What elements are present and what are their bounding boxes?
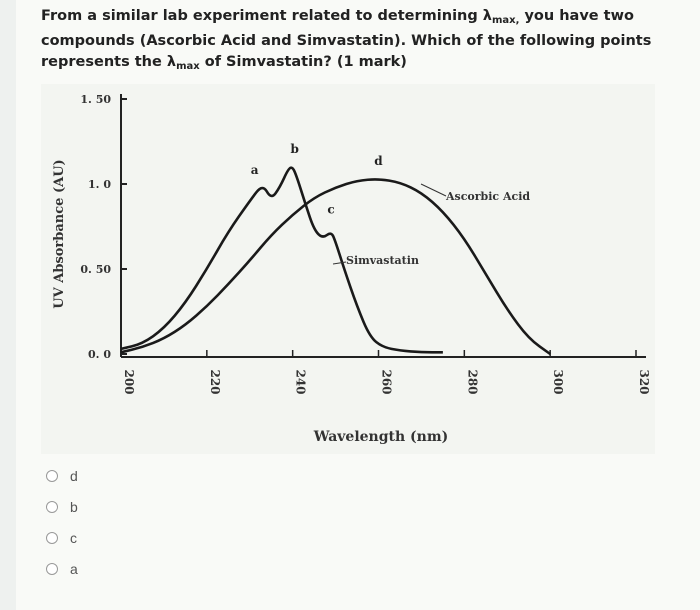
ascorbic-acid-line [120, 178, 552, 356]
radio-button-icon[interactable] [46, 531, 58, 544]
x-tick-label: 200 [122, 369, 136, 394]
option-b[interactable]: b [41, 491, 241, 522]
y-tick-label: 1. 50 [80, 93, 111, 106]
radio-button-icon[interactable] [46, 562, 58, 575]
question-text-part3: of Simvastatin? (1 mark) [199, 54, 407, 70]
x-tick-label: 320 [637, 369, 651, 394]
y-axis-label: UV Absorbance (AU) [52, 159, 67, 308]
lambda-max-subscript-2: max [176, 61, 200, 72]
question-text: From a similar lab experiment related to… [41, 6, 681, 77]
uv-spectrum-figure: 0. 0 0. 50 1. 0 1. 50 200 220 240 260 280 300 320 W… [41, 84, 655, 454]
x-tick-label: 300 [551, 369, 565, 394]
option-label: d [70, 467, 78, 484]
question-text-part1: From a similar lab experiment related to… [41, 8, 492, 24]
radio-button-icon[interactable] [46, 469, 58, 482]
answer-options: d b c a [41, 460, 241, 584]
x-tick-label: 280 [465, 369, 479, 394]
option-label: c [70, 529, 77, 546]
radio-button-icon[interactable] [46, 500, 58, 513]
x-tick-label: 240 [294, 369, 308, 394]
option-label: b [70, 498, 78, 515]
simvastatin-annotation-leader [332, 261, 347, 265]
point-label-b: b [290, 142, 298, 156]
y-tick-label: 0. 50 [80, 263, 111, 276]
point-label-a: a [251, 163, 259, 177]
lambda-max-subscript-1: max, [491, 15, 520, 26]
simvastatin-annotation: Simvastatin [346, 254, 419, 267]
option-c[interactable]: c [41, 522, 241, 553]
option-label: a [70, 560, 78, 577]
x-tick-label: 260 [380, 369, 394, 394]
uv-spectrum-chart: 0. 0 0. 50 1. 0 1. 50 200 220 240 260 280 300 320 W… [52, 93, 651, 445]
simvastatin-line [120, 166, 443, 354]
point-label-d: d [374, 154, 383, 168]
option-d[interactable]: d [41, 460, 241, 491]
x-tick-label: 220 [208, 369, 222, 394]
point-label-c: c [327, 203, 334, 217]
question-card: From a similar lab experiment related to… [16, 0, 700, 610]
x-axis-label: Wavelength (nm) [313, 429, 449, 445]
option-a[interactable]: a [41, 553, 241, 584]
y-tick-label: 0. 0 [88, 348, 111, 361]
question-text-part2: you have two compounds (Ascorbic Acid an… [41, 8, 652, 70]
y-tick-label: 1. 0 [88, 178, 111, 191]
ascorbic-acid-annotation-leader [420, 183, 447, 197]
ascorbic-acid-annotation: Ascorbic Acid [445, 190, 530, 203]
